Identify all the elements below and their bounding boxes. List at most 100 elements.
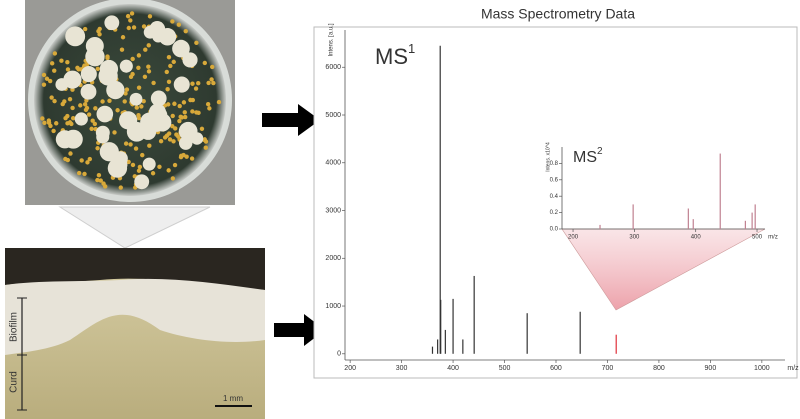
colony [74,112,88,126]
colony [86,112,92,117]
x-tick-label: 400 [691,235,702,241]
colony [125,13,131,19]
colony [106,80,125,100]
colony [183,114,188,120]
colony [173,126,178,131]
colony [172,162,178,168]
x-tick-label: 600 [550,365,562,372]
colony [196,81,201,86]
colony [134,174,150,190]
colony [181,100,187,105]
colony [107,98,112,103]
colony [76,170,82,176]
colony [85,47,105,67]
colony [147,14,153,19]
annotation-sup: 1 [408,41,415,56]
x-tick-label: 500 [499,365,511,372]
colony [140,123,157,140]
colony [136,168,142,173]
colony [87,156,93,162]
colony [202,60,208,66]
scale-label: 1 mm [223,394,243,403]
colony [103,184,108,189]
colony [120,35,126,40]
x-tick-label: 300 [396,365,408,372]
colony [146,43,151,48]
colony [171,59,176,65]
colony [146,64,151,69]
y-axis-label: Intens. [a.u.] [329,23,335,56]
colony [209,77,214,82]
colony [164,69,169,75]
colony [65,157,71,163]
colony [70,87,75,92]
colony [52,98,57,104]
colony [190,132,204,145]
colony [51,128,56,134]
colony [205,101,211,107]
colony [78,103,83,108]
colony [128,18,133,23]
x-axis-label: m/z [787,365,799,372]
colony [98,178,103,183]
chart-title: Mass Spectrometry Data [481,6,635,22]
colony [177,103,182,109]
colony [166,168,171,173]
colony [115,108,120,113]
colony [162,135,168,140]
colony [134,105,139,110]
colony [173,76,190,93]
colony [65,67,71,72]
colony [190,81,195,86]
colony [133,146,139,151]
colony [52,68,57,73]
x-axis-label: m/z [768,235,778,241]
colony [105,54,110,59]
colony [182,52,198,68]
colony [118,185,123,190]
colony [188,97,193,103]
colony [128,142,133,147]
colony [49,61,55,66]
colony [89,126,94,131]
colony [79,158,84,163]
colony [112,130,117,135]
y-tick-label: 0 [337,351,341,358]
colony [126,159,131,165]
colony [130,56,135,62]
y-tick-label: 2000 [325,255,341,262]
colony [141,24,147,29]
colony [93,106,98,111]
colony [139,104,144,109]
colony [95,146,100,151]
colony [140,152,145,158]
colony [136,112,141,118]
colony [47,78,53,84]
colony [146,69,152,74]
colony [83,107,89,113]
colony [41,82,47,87]
colony [46,118,52,123]
x-tick-label: 800 [653,365,665,372]
colony [44,76,50,81]
colony [96,105,114,123]
colony [166,54,172,60]
y-tick-label: 0.4 [550,194,559,200]
colony [147,143,152,148]
colony [41,72,47,78]
colony [65,121,70,126]
colony [96,130,110,144]
colony [96,172,102,178]
y-tick-label: 0.8 [550,161,559,167]
x-tick-label: 700 [602,365,614,372]
colonies [40,11,222,190]
colony [167,137,173,142]
colony [54,121,59,126]
colony [95,66,101,71]
colony [52,51,58,56]
colony [189,156,195,161]
colony [194,110,199,115]
y-tick-label: 0.2 [550,210,559,216]
arrow [274,314,325,346]
colony [69,121,74,127]
